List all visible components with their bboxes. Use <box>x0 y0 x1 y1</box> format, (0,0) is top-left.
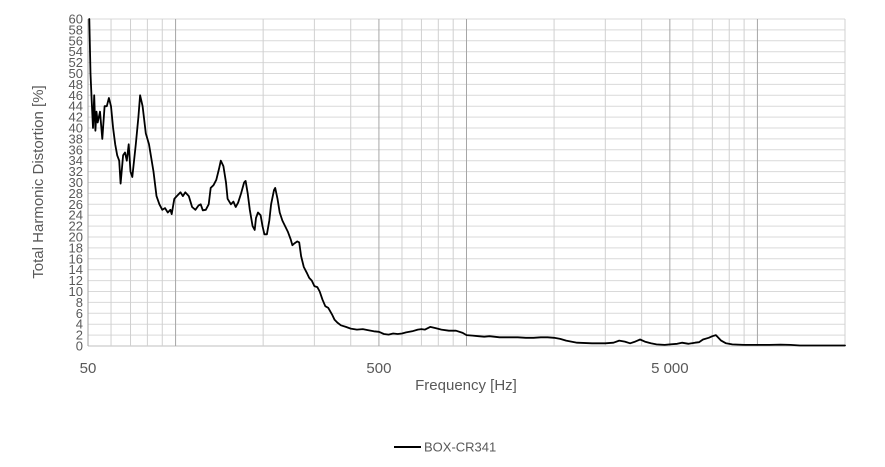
y-tick-label: 8 <box>76 295 83 310</box>
y-tick-label: 36 <box>69 142 83 157</box>
y-tick-label: 16 <box>69 251 83 266</box>
y-tick-label: 44 <box>69 99 83 114</box>
y-tick-label: 28 <box>69 186 83 201</box>
y-tick-label: 38 <box>69 131 83 146</box>
y-tick-label: 60 <box>69 12 83 27</box>
x-tick-labels: 50 500 5 000 <box>80 360 689 377</box>
series-group <box>88 18 846 347</box>
y-tick-label: 0 <box>76 339 83 354</box>
y-tick-label: 32 <box>69 164 83 179</box>
y-tick-label: 54 <box>69 44 83 59</box>
y-tick-label: 4 <box>76 317 83 332</box>
x-tick-label: 50 <box>80 360 97 377</box>
x-tick-label: 500 <box>366 360 391 377</box>
y-tick-label: 6 <box>76 306 83 321</box>
y-tick-label: 46 <box>69 88 83 103</box>
y-tick-label: 52 <box>69 55 83 70</box>
y-axis-label: Total Harmonic Distortion [%] <box>30 85 47 278</box>
y-tick-label: 2 <box>76 328 83 343</box>
x-tick-label: 5 000 <box>651 360 689 377</box>
y-tick-label: 40 <box>69 121 83 136</box>
x-axis-label: Frequency [Hz] <box>415 377 517 394</box>
y-tick-label: 58 <box>69 22 83 37</box>
y-tick-label: 50 <box>69 66 83 81</box>
y-tick-label: 18 <box>69 240 83 255</box>
y-tick-label: 56 <box>69 33 83 48</box>
y-tick-label: 26 <box>69 197 83 212</box>
y-tick-label: 12 <box>69 273 83 288</box>
y-tick-label: 20 <box>69 230 83 245</box>
y-tick-label: 22 <box>69 219 83 234</box>
legend-label-box-cr341: BOX-CR341 <box>424 440 496 455</box>
series-line-box-cr341 <box>88 18 846 347</box>
y-tick-label: 24 <box>69 208 83 223</box>
y-tick-label: 48 <box>69 77 83 92</box>
y-tick-label: 30 <box>69 175 83 190</box>
y-tick-label: 14 <box>69 262 83 277</box>
y-tick-labels: 0246810121416182022242628303234363840424… <box>69 12 83 354</box>
y-tick-label: 42 <box>69 110 83 125</box>
y-tick-label: 34 <box>69 153 83 168</box>
legend: BOX-CR341 <box>394 440 496 455</box>
grid-lines <box>87 18 846 347</box>
y-tick-label: 10 <box>69 284 83 299</box>
